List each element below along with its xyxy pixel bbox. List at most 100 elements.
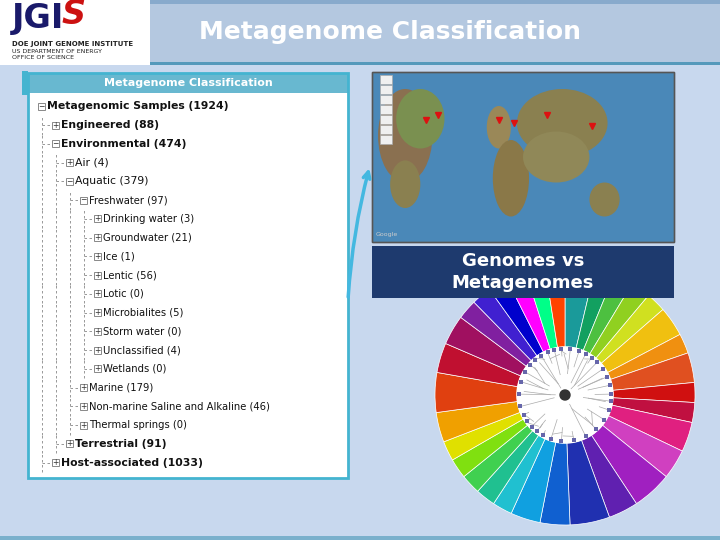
Bar — [380, 105, 392, 114]
Text: +: + — [94, 364, 101, 373]
Text: Marine (179): Marine (179) — [89, 383, 153, 393]
Bar — [372, 246, 674, 298]
Bar — [546, 350, 549, 354]
Text: +: + — [94, 346, 101, 355]
Text: Ice (1): Ice (1) — [103, 252, 135, 261]
Bar — [0, 0, 720, 4]
Wedge shape — [494, 435, 545, 514]
Bar — [559, 439, 564, 443]
Wedge shape — [603, 416, 683, 477]
Ellipse shape — [523, 132, 590, 183]
Text: Drinking water (3): Drinking water (3) — [103, 214, 194, 224]
Bar — [94, 272, 101, 279]
Text: Storm water (0): Storm water (0) — [103, 326, 181, 336]
Wedge shape — [576, 268, 614, 350]
Bar — [52, 122, 59, 129]
Bar — [541, 433, 545, 437]
Bar — [602, 417, 606, 422]
Bar — [38, 103, 45, 110]
Wedge shape — [477, 430, 539, 504]
Bar — [94, 366, 101, 373]
Bar — [535, 429, 539, 434]
Circle shape — [517, 347, 613, 443]
Bar — [94, 215, 101, 222]
Bar — [606, 408, 611, 412]
Wedge shape — [611, 353, 694, 390]
Text: Groundwater (21): Groundwater (21) — [103, 233, 192, 242]
Bar — [28, 73, 348, 478]
Bar — [94, 234, 101, 241]
Text: +: + — [94, 308, 101, 317]
Bar — [517, 392, 521, 396]
Wedge shape — [435, 373, 518, 413]
Text: Engineered (88): Engineered (88) — [61, 120, 159, 130]
Text: +: + — [94, 214, 101, 224]
Wedge shape — [567, 440, 609, 525]
Ellipse shape — [590, 183, 620, 217]
Text: Host-associated (1033): Host-associated (1033) — [61, 457, 203, 468]
Bar — [94, 253, 101, 260]
Text: DOE JOINT GENOME INSTITUTE: DOE JOINT GENOME INSTITUTE — [12, 41, 133, 47]
Bar — [549, 437, 553, 441]
Text: Metagenomic Samples (1924): Metagenomic Samples (1924) — [47, 102, 228, 111]
Ellipse shape — [517, 89, 608, 157]
Bar — [595, 360, 599, 364]
Bar — [22, 71, 28, 95]
Bar — [80, 197, 87, 204]
Bar — [66, 441, 73, 447]
Text: Aquatic (379): Aquatic (379) — [75, 177, 148, 186]
Wedge shape — [601, 309, 680, 373]
Bar — [94, 347, 101, 354]
Text: Non-marine Saline and Alkaline (46): Non-marine Saline and Alkaline (46) — [89, 401, 270, 411]
Bar — [94, 309, 101, 316]
Bar — [372, 72, 674, 242]
Bar — [608, 399, 613, 403]
Text: −: − — [53, 139, 59, 148]
Bar — [380, 125, 392, 134]
Text: +: + — [94, 289, 101, 299]
Text: +: + — [94, 271, 101, 280]
Text: Thermal springs (0): Thermal springs (0) — [89, 420, 187, 430]
Bar — [80, 422, 87, 429]
Wedge shape — [511, 438, 556, 523]
Bar — [523, 370, 527, 374]
Wedge shape — [590, 284, 649, 358]
Wedge shape — [437, 343, 521, 387]
Bar — [529, 424, 534, 429]
Text: Lotic (0): Lotic (0) — [103, 289, 144, 299]
Bar — [528, 363, 532, 367]
Bar — [80, 403, 87, 410]
Bar — [594, 427, 598, 431]
Wedge shape — [452, 419, 528, 477]
Ellipse shape — [390, 160, 420, 208]
Text: +: + — [81, 402, 86, 411]
Text: Wetlands (0): Wetlands (0) — [103, 364, 166, 374]
Text: +: + — [81, 383, 86, 392]
Text: JGI: JGI — [12, 2, 64, 35]
Bar — [518, 404, 523, 408]
Wedge shape — [612, 398, 695, 422]
Wedge shape — [565, 265, 595, 348]
Text: −: − — [66, 177, 73, 186]
Bar — [52, 459, 59, 466]
Bar — [380, 95, 392, 104]
Bar — [372, 72, 674, 242]
Wedge shape — [591, 425, 666, 504]
Ellipse shape — [492, 140, 529, 217]
Ellipse shape — [378, 89, 433, 183]
Text: +: + — [53, 458, 59, 467]
Text: +: + — [94, 233, 101, 242]
Bar — [94, 291, 101, 298]
Text: S: S — [62, 0, 86, 31]
Text: +: + — [94, 252, 101, 261]
Bar — [521, 413, 526, 417]
Text: Genomes vs
Metagenomes: Genomes vs Metagenomes — [452, 252, 594, 292]
Bar — [28, 73, 348, 478]
Text: Microbialites (5): Microbialites (5) — [103, 308, 184, 318]
Bar — [66, 159, 73, 166]
Text: Metagenome Classification: Metagenome Classification — [104, 78, 272, 88]
Text: Google: Google — [376, 232, 398, 237]
Bar — [94, 328, 101, 335]
Bar — [568, 347, 572, 352]
Text: Lentic (56): Lentic (56) — [103, 270, 157, 280]
